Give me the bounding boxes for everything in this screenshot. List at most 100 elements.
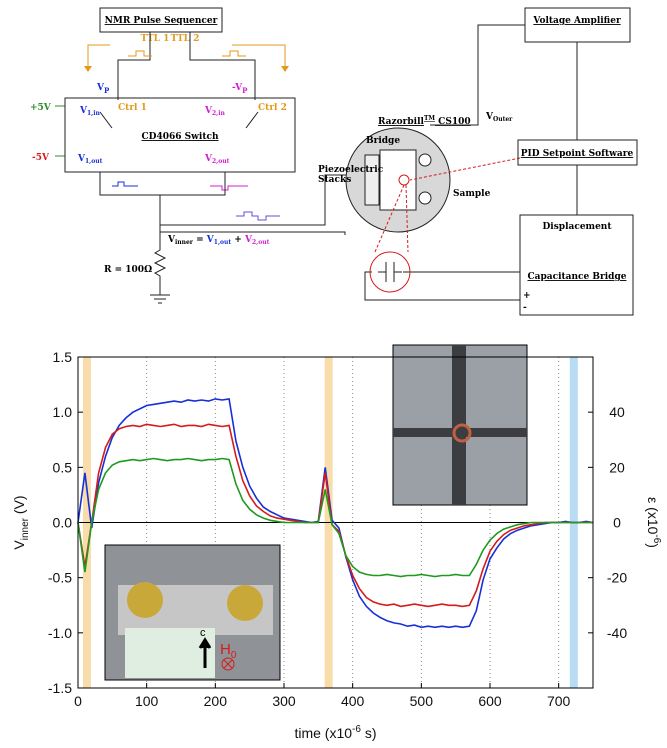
y-tick-label: 0.5 xyxy=(53,459,73,475)
text: V xyxy=(11,540,27,550)
wire xyxy=(117,32,256,100)
plot-frame xyxy=(77,356,594,689)
y2-tick-label: 0 xyxy=(613,515,621,531)
sequencer-label: NMR Pulse Sequencer xyxy=(105,16,218,26)
pin-label: Ctrl 2 xyxy=(258,103,287,113)
sup: -6 xyxy=(352,724,361,735)
wire xyxy=(55,105,65,157)
amplifier-label: Voltage Amplifier xyxy=(532,16,621,26)
axis-label: ε (x10-6) xyxy=(645,497,662,548)
part-label: Bridge xyxy=(366,136,400,146)
text: = xyxy=(193,235,207,245)
sub: 2,in xyxy=(212,110,226,117)
photo-grid xyxy=(125,628,215,678)
ttl-label: TTL 1 xyxy=(141,34,170,44)
text: V xyxy=(96,83,105,93)
capbridge-box xyxy=(519,214,634,316)
series-line xyxy=(77,397,594,629)
sub: 2,out xyxy=(212,158,230,165)
part-label: Stacks xyxy=(318,175,351,185)
arrow-head xyxy=(84,66,289,72)
pin-label: Ctrl 1 xyxy=(118,103,147,113)
inset-photo xyxy=(392,344,528,506)
capbridge-label: Displacement xyxy=(543,222,613,232)
text: Razorbill xyxy=(378,117,425,127)
screw xyxy=(418,153,432,167)
y-tick-label: 1.5 xyxy=(53,349,73,365)
switch-box xyxy=(64,97,296,173)
text: time (x10 xyxy=(294,725,352,741)
vinner-equation: Vinner = V1,out + V2,out xyxy=(167,235,270,246)
supply-label: -5V xyxy=(32,153,50,163)
text: V xyxy=(485,112,494,122)
sub: 1,out xyxy=(214,239,232,246)
pid-label: PID Setpoint Software xyxy=(521,149,634,159)
supply-label: +5V xyxy=(30,103,52,113)
vp-label: -VP xyxy=(232,83,248,95)
ttl-label: TTL 2 xyxy=(171,34,200,44)
sequencer-box xyxy=(99,7,223,33)
x-tick-label: 500 xyxy=(410,693,434,709)
inset-label: H0 xyxy=(220,641,237,661)
screw xyxy=(418,191,432,205)
switch xyxy=(99,111,259,129)
pid-box xyxy=(517,139,638,166)
series-line xyxy=(77,457,593,578)
text: V xyxy=(244,235,253,245)
capbridge-label: Capacitance Bridge xyxy=(528,272,627,282)
pin-label: V1,out xyxy=(77,154,103,165)
capacitor xyxy=(378,262,402,282)
x-tick-label: 0 xyxy=(74,693,82,709)
y-tick-label: 0.0 xyxy=(53,515,73,531)
capacitor-circle xyxy=(369,251,411,293)
text: ε (x10 xyxy=(645,497,661,535)
part-label: Sample xyxy=(453,189,491,199)
text: V xyxy=(167,235,176,245)
text: ) xyxy=(645,543,661,548)
y-tick-label: -0.5 xyxy=(48,570,72,586)
text: + xyxy=(231,235,245,245)
vp-label: VP xyxy=(96,83,110,95)
photo-screw xyxy=(127,582,163,618)
c-arrow xyxy=(198,637,212,668)
sub: inner xyxy=(20,517,31,540)
inset-photo: c H0 xyxy=(104,544,281,681)
sub: 1,out xyxy=(85,158,103,165)
text: H xyxy=(220,641,231,658)
sub: 1,in xyxy=(87,110,101,117)
resistor-label: R = 100Ω xyxy=(104,265,152,275)
dashed-link xyxy=(374,157,521,253)
wire xyxy=(364,24,578,301)
axis-label: Vinner (V) xyxy=(11,495,31,549)
x-tick-label: 400 xyxy=(341,693,365,709)
text: V xyxy=(204,154,213,164)
x-tick-label: 700 xyxy=(547,693,571,709)
y2-tick-label: 20 xyxy=(609,459,625,475)
piezo-stack xyxy=(364,154,380,206)
y2-tick-label: -40 xyxy=(607,625,627,641)
pulse xyxy=(112,181,138,187)
terminal-label: - xyxy=(523,303,527,313)
y-tick-label: 1.0 xyxy=(53,404,73,420)
y2-tick-label: -20 xyxy=(607,570,627,586)
terminal-label: + xyxy=(523,291,531,301)
sup: -6 xyxy=(651,534,662,543)
field-symbol xyxy=(223,659,233,669)
amplifier-box xyxy=(524,7,631,43)
switch-label: CD4066 Switch xyxy=(142,132,219,142)
text: V xyxy=(204,106,213,116)
field-symbol xyxy=(221,657,235,671)
pin-label: V1,in xyxy=(79,106,101,117)
text: V xyxy=(206,235,215,245)
x-tick-label: 100 xyxy=(135,693,159,709)
text: (V) xyxy=(11,495,27,518)
photo-screw xyxy=(227,585,263,621)
sub: inner xyxy=(175,239,194,246)
text: CS100 xyxy=(435,117,471,127)
sub: 0 xyxy=(231,650,237,661)
x-tick-label: 200 xyxy=(204,693,228,709)
photo-sample xyxy=(452,423,472,443)
inset-label: c xyxy=(200,627,206,639)
y2-tick-label: 40 xyxy=(609,404,625,420)
